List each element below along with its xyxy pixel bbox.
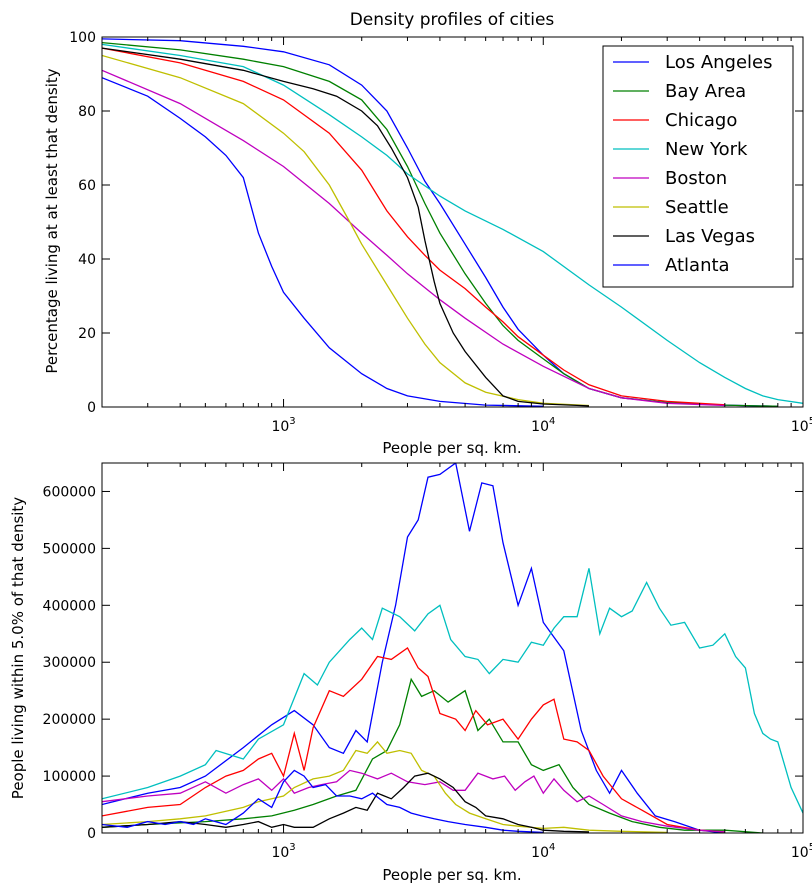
- series-line-atlanta: [102, 769, 544, 833]
- x-axis-ticks: 103 104 105: [101, 37, 812, 435]
- x-tick-exponent: 5: [809, 842, 812, 853]
- series-line-seattle: [102, 54, 590, 407]
- x-tick-label: 104: [531, 416, 555, 435]
- y-tick-label: 40: [78, 252, 96, 268]
- x-tick-base: 10: [791, 419, 809, 435]
- plot-frame: [101, 36, 804, 408]
- legend-box: [602, 45, 794, 288]
- x-tick-exponent: 3: [289, 842, 295, 853]
- x-tick-base: 10: [791, 845, 809, 861]
- y-axis-ticks: 0 100000 200000 300000 400000 500000 600000: [43, 484, 803, 842]
- y-tick-label: 20: [78, 326, 96, 342]
- bottom-x-axis-label: People per sq. km.: [382, 866, 521, 884]
- series-line-los-angeles: [102, 463, 725, 833]
- y-tick-label: 300000: [43, 655, 96, 671]
- y-tick-label: 600000: [43, 484, 96, 500]
- legend: Los Angeles Bay Area Chicago New York Boston…: [602, 45, 794, 288]
- population-distribution-chart: 103 104 1050100000200000300000400000500000…: [9, 462, 812, 884]
- x-tick-exponent: 5: [809, 416, 812, 427]
- series-line-boston: [102, 69, 725, 407]
- top-x-axis-label: People per sq. km.: [382, 439, 521, 457]
- x-axis-ticks: 103 104 105: [101, 463, 812, 861]
- legend-label-las-vegas: Las Vegas: [665, 226, 755, 247]
- x-tick-exponent: 4: [549, 842, 555, 853]
- bottom-plot-area: 103 104 1050100000200000300000400000500000…: [43, 462, 812, 861]
- chart-title: Density profiles of cities: [350, 10, 555, 30]
- series-line-las-vegas: [102, 47, 590, 407]
- series-line-new-york: [102, 43, 803, 404]
- series-line-atlanta: [102, 77, 544, 407]
- x-tick-label: 105: [791, 842, 812, 861]
- series-line-new-york: [102, 568, 803, 814]
- y-tick-label: 0: [87, 400, 96, 416]
- bottom-y-axis-label: People living within 5.0% of that densit…: [9, 497, 27, 799]
- y-tick-label: 100000: [43, 769, 96, 785]
- x-tick-exponent: 3: [289, 416, 295, 427]
- x-tick-exponent: 4: [549, 416, 555, 427]
- y-tick-label: 500000: [43, 541, 96, 557]
- x-tick-base: 10: [531, 845, 549, 861]
- legend-label-new-york: New York: [665, 139, 748, 160]
- y-tick-label: 400000: [43, 598, 96, 614]
- y-axis-ticks: 0 20 40 60 80 100: [69, 30, 803, 416]
- x-tick-label: 103: [271, 416, 295, 435]
- legend-label-los-angeles: Los Angeles: [665, 52, 773, 73]
- y-tick-label: 200000: [43, 712, 96, 728]
- series-group: [102, 38, 803, 407]
- y-tick-label: 0: [87, 826, 96, 842]
- x-tick-label: 104: [531, 842, 555, 861]
- series-group: [102, 463, 803, 833]
- series-line-chicago: [102, 647, 725, 833]
- x-tick-label: 103: [271, 842, 295, 861]
- x-tick-base: 10: [271, 419, 289, 435]
- series-line-seattle: [102, 740, 668, 833]
- y-tick-label: 60: [78, 178, 96, 194]
- series-line-bay-area: [102, 677, 763, 833]
- legend-label-bay-area: Bay Area: [665, 81, 746, 102]
- legend-label-atlanta: Atlanta: [665, 255, 730, 276]
- x-tick-base: 10: [271, 845, 289, 861]
- series-line-boston: [102, 769, 725, 833]
- x-tick-label: 105: [791, 416, 812, 435]
- y-tick-label: 100: [69, 30, 96, 46]
- series-line-chicago: [102, 47, 725, 406]
- legend-label-boston: Boston: [665, 168, 727, 189]
- plot-frame: [101, 462, 804, 834]
- series-line-las-vegas: [102, 772, 590, 833]
- top-y-axis-label: Percentage living at at least that densi…: [43, 68, 61, 373]
- density-profiles-chart: Density profiles of cities 103 104 1050204…: [43, 10, 812, 457]
- x-tick-base: 10: [531, 419, 549, 435]
- legend-label-seattle: Seattle: [665, 197, 729, 218]
- legend-label-chicago: Chicago: [665, 110, 737, 131]
- y-tick-label: 80: [78, 104, 96, 120]
